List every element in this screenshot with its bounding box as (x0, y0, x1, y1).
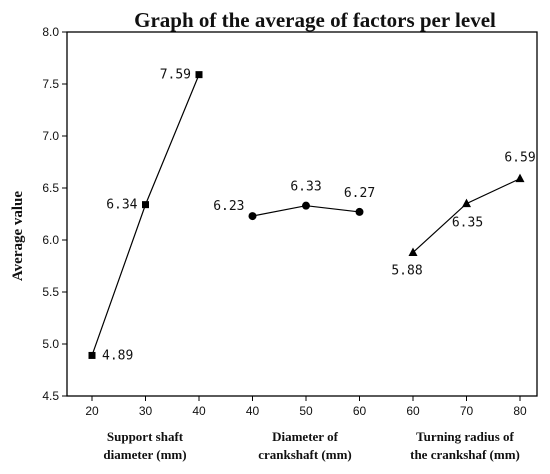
x-tick-label: 80 (513, 404, 527, 418)
x-tick-label: 60 (353, 404, 367, 418)
data-point (195, 71, 203, 79)
data-point (462, 198, 471, 208)
data-label: 6.59 (504, 151, 535, 166)
group-label: Diameter of (272, 429, 338, 444)
y-tick-label: 5.5 (42, 285, 59, 299)
group-label: Support shaft (107, 429, 184, 444)
data-point (142, 201, 149, 209)
x-tick-label: 70 (460, 404, 474, 418)
y-tick-label: 7.0 (42, 129, 59, 143)
x-tick-label: 40 (246, 404, 260, 418)
data-point (355, 207, 364, 216)
y-tick-label: 8.0 (42, 25, 59, 39)
data-label: 6.27 (344, 186, 375, 201)
group-label: Turning radius of (416, 429, 514, 444)
data-marks: 4.89 6.34 7.59 6.23 6.33 6.27 5.88 6.35 6.59 (88, 68, 536, 363)
data-label: 6.35 (452, 216, 483, 231)
data-label: 6.34 (106, 198, 137, 213)
x-tick-label: 20 (85, 404, 99, 418)
y-tick-label: 4.5 (42, 389, 59, 403)
data-point (515, 173, 525, 183)
plot-frame (66, 31, 538, 397)
series-line (91, 74, 200, 356)
data-label: 5.88 (391, 263, 422, 278)
x-tick-label: 60 (406, 404, 420, 418)
axes: 4.5 5.0 5.5 6.0 6.5 7.0 7.5 8.0 20 30 40 Support sh… (42, 25, 538, 462)
x-tick-label: 50 (299, 404, 313, 418)
chart-title: Graph of the average of factors per leve… (134, 8, 496, 32)
x-tick-label: 40 (192, 404, 206, 418)
data-label: 4.89 (102, 348, 133, 363)
y-tick-label: 6.0 (42, 233, 59, 247)
x-tick-label: 30 (139, 404, 153, 418)
data-point (408, 247, 418, 256)
group-label: diameter (mm) (103, 447, 186, 462)
data-point (88, 351, 96, 359)
data-point (302, 201, 310, 210)
data-label: 6.23 (213, 199, 244, 214)
data-label: 7.59 (160, 68, 191, 83)
group-label: crankshaft (mm) (258, 447, 352, 462)
data-point (248, 212, 257, 221)
data-label: 6.33 (290, 180, 321, 195)
y-tick-label: 5.0 (42, 337, 59, 351)
y-tick-label: 6.5 (42, 181, 59, 195)
group-label: the crankshaf (mm) (410, 447, 520, 462)
y-tick-label: 7.5 (42, 77, 59, 91)
y-axis-label: Average value (10, 191, 26, 281)
